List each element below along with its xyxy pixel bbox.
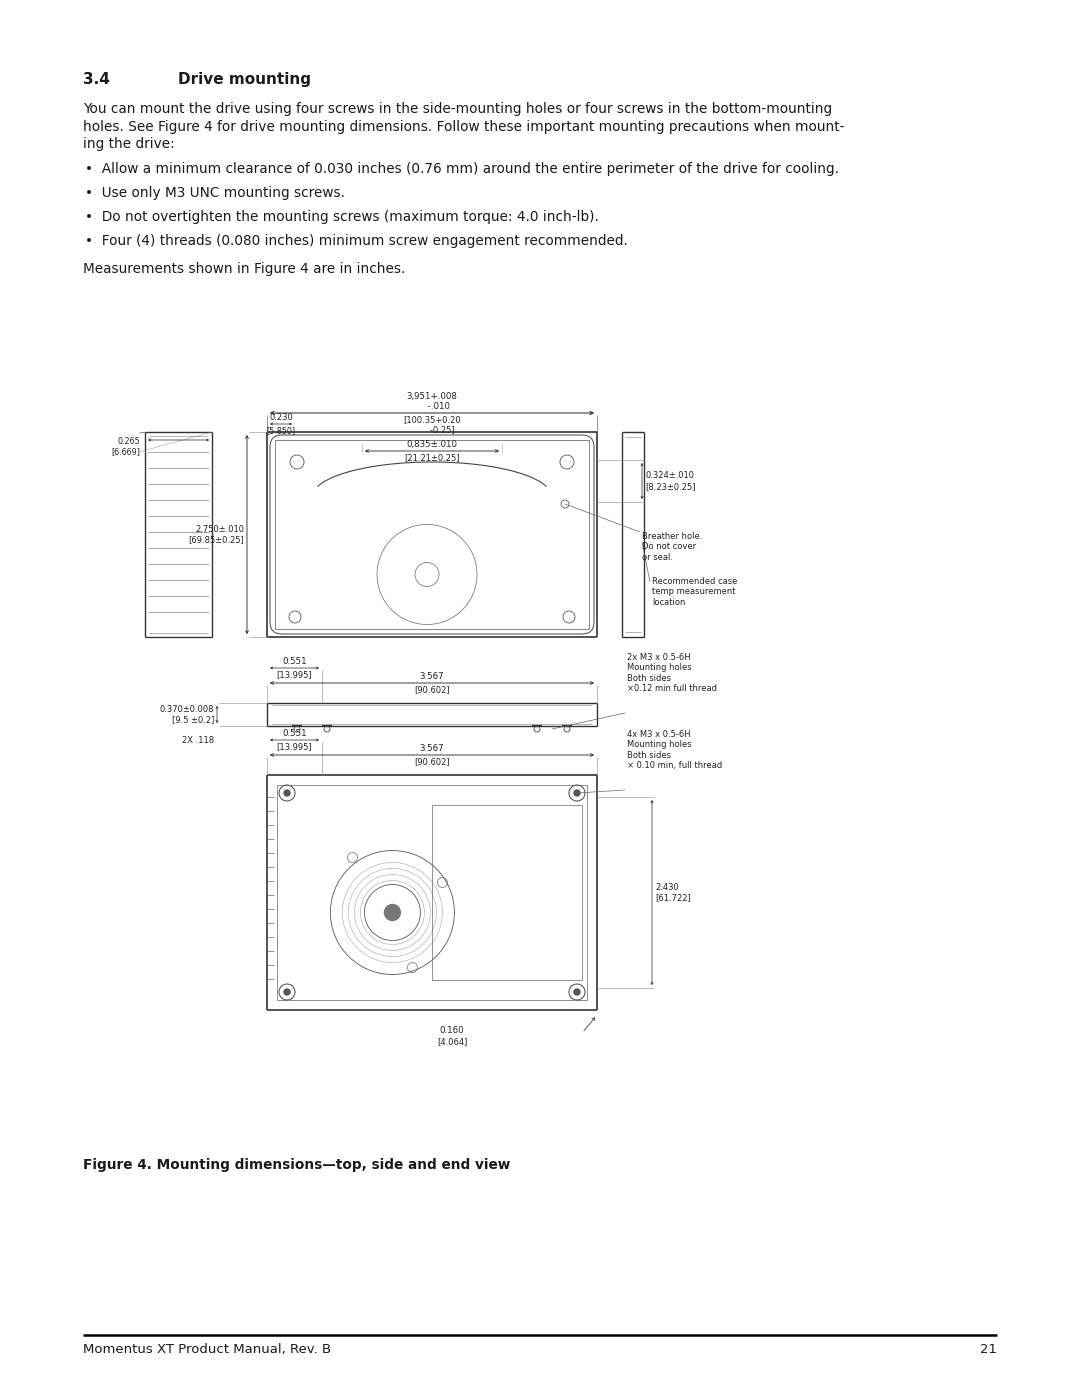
Text: 4x M3 x 0.5-6H
Mounting holes
Both sides
× 0.10 min, full thread: 4x M3 x 0.5-6H Mounting holes Both sides… bbox=[627, 729, 723, 770]
Text: 0.551: 0.551 bbox=[282, 729, 307, 738]
Text: You can mount the drive using four screws in the side-mounting holes or four scr: You can mount the drive using four screw… bbox=[83, 102, 832, 116]
Text: Momentus XT Product Manual, Rev. B: Momentus XT Product Manual, Rev. B bbox=[83, 1343, 332, 1356]
Text: 21: 21 bbox=[980, 1343, 997, 1356]
Text: 2x M3 x 0.5-6H
Mounting holes
Both sides
×0.12 min full thread: 2x M3 x 0.5-6H Mounting holes Both sides… bbox=[627, 652, 717, 693]
Text: [90.602]: [90.602] bbox=[415, 685, 449, 694]
Text: [13.995]: [13.995] bbox=[276, 671, 312, 679]
Text: [13.995]: [13.995] bbox=[276, 742, 312, 752]
Text: Drive mounting: Drive mounting bbox=[178, 73, 311, 87]
Text: •  Use only M3 UNC mounting screws.: • Use only M3 UNC mounting screws. bbox=[85, 187, 345, 201]
Bar bbox=[275, 440, 589, 629]
Text: 3,951+.008
     -.010: 3,951+.008 -.010 bbox=[406, 391, 458, 411]
Text: •  Do not overtighten the mounting screws (maximum torque: 4.0 inch-lb).: • Do not overtighten the mounting screws… bbox=[85, 211, 599, 225]
Text: •  Four (4) threads (0.080 inches) minimum screw engagement recommended.: • Four (4) threads (0.080 inches) minimu… bbox=[85, 235, 627, 249]
Text: [90.602]: [90.602] bbox=[415, 757, 449, 766]
Text: 0,835±.010: 0,835±.010 bbox=[406, 440, 458, 448]
Text: [21.21±0.25]: [21.21±0.25] bbox=[404, 453, 460, 462]
Text: Figure 4. Mounting dimensions—top, side and end view: Figure 4. Mounting dimensions—top, side … bbox=[83, 1158, 511, 1172]
Text: 0.324±.010
[8.23±0.25]: 0.324±.010 [8.23±0.25] bbox=[645, 471, 696, 490]
Circle shape bbox=[384, 904, 401, 921]
Text: ing the drive:: ing the drive: bbox=[83, 137, 175, 151]
Text: 0.265
[6.669]: 0.265 [6.669] bbox=[111, 437, 140, 457]
Text: 0.230: 0.230 bbox=[269, 414, 293, 422]
Text: 3.567: 3.567 bbox=[420, 672, 444, 680]
Text: 2X .118: 2X .118 bbox=[181, 736, 214, 745]
Text: 3.4: 3.4 bbox=[83, 73, 110, 87]
Text: 0.551: 0.551 bbox=[282, 657, 307, 666]
Text: 0.370±0.008
[9.5 ±0.2]: 0.370±0.008 [9.5 ±0.2] bbox=[160, 705, 214, 724]
Text: Measurements shown in Figure 4 are in inches.: Measurements shown in Figure 4 are in in… bbox=[83, 263, 405, 277]
Bar bbox=[432, 805, 582, 981]
Circle shape bbox=[284, 789, 291, 796]
Circle shape bbox=[284, 989, 291, 995]
Text: •  Allow a minimum clearance of 0.030 inches (0.76 mm) around the entire perimet: • Allow a minimum clearance of 0.030 inc… bbox=[85, 162, 839, 176]
Text: [5.850]: [5.850] bbox=[267, 426, 296, 434]
Text: [4.064]: [4.064] bbox=[436, 1037, 468, 1046]
Text: 2.430
[61.722]: 2.430 [61.722] bbox=[654, 883, 691, 902]
Text: 0.160: 0.160 bbox=[440, 1025, 464, 1035]
Text: 2.750±.010
[69.85±0.25]: 2.750±.010 [69.85±0.25] bbox=[188, 525, 244, 545]
Text: Recommended case
temp measurement
location: Recommended case temp measurement locati… bbox=[652, 577, 738, 606]
Circle shape bbox=[573, 989, 580, 995]
Text: 3.567: 3.567 bbox=[420, 745, 444, 753]
Text: Breather hole.
Do not cover
or seal.: Breather hole. Do not cover or seal. bbox=[642, 532, 702, 562]
Circle shape bbox=[573, 789, 580, 796]
Bar bbox=[276, 785, 588, 1000]
Text: holes. See Figure 4 for drive mounting dimensions. Follow these important mounti: holes. See Figure 4 for drive mounting d… bbox=[83, 120, 845, 134]
Text: [100.35+0.20
        -0.25]: [100.35+0.20 -0.25] bbox=[403, 415, 461, 434]
